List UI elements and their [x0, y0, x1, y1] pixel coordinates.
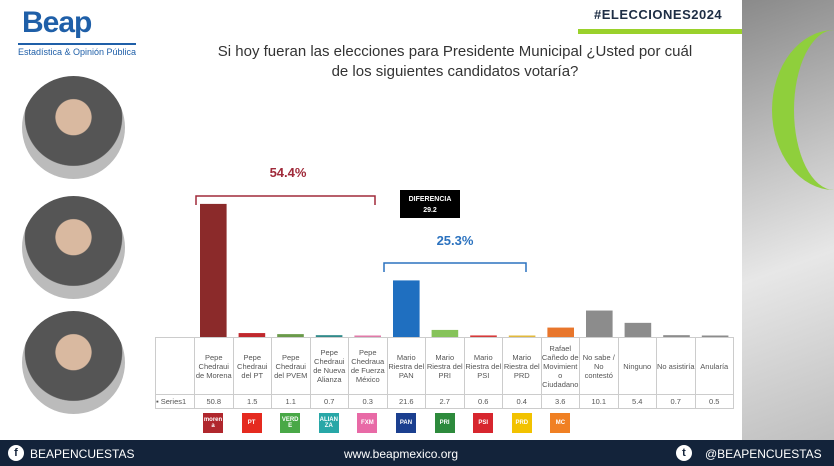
facebook-icon[interactable]: f	[8, 445, 24, 461]
series-label: ▪ Series1	[155, 394, 195, 409]
value-label: 0.5	[694, 394, 734, 409]
party-logo-pt: PT	[241, 413, 262, 433]
bar	[547, 327, 574, 337]
hashtag: #ELECCIONES2024	[594, 7, 723, 22]
twitter-handle[interactable]: @BEAPENCUESTAS	[705, 447, 822, 461]
bar	[315, 335, 343, 337]
footer: f BEAPENCUESTAS www.beapmexico.org t @BE…	[0, 440, 834, 466]
value-label: 3.6	[540, 394, 580, 409]
title-line-2: de los siguientes candidatos votaría?	[331, 63, 579, 80]
bar	[470, 335, 497, 337]
data-table: Pepe Chedraui de Morena Pepe Chedraui del…	[155, 337, 734, 409]
bar-chart: 54.4% 25.3% DIFERENCIA 29.2	[195, 165, 729, 337]
category-label: No asistiría	[656, 337, 696, 395]
candidate-photo	[22, 76, 125, 179]
party-logo-morena: morena	[203, 413, 223, 433]
party-logo-pan: PAN	[396, 413, 416, 433]
bar	[701, 335, 729, 337]
party-logo-fxm: FXM	[357, 413, 378, 433]
bracket-group2	[383, 262, 527, 272]
category-label: Pepe Chedraui del PVEM	[271, 337, 311, 395]
bar	[277, 334, 304, 337]
bar	[508, 335, 536, 337]
candidate-photo	[22, 196, 125, 299]
category-label: Pepe Chedraui de Nueva Alianza	[309, 337, 349, 395]
bar	[663, 335, 690, 337]
candidate-photo	[22, 311, 125, 414]
category-label: Rafael Cañedo de Movimiento Ciudadano	[540, 337, 580, 395]
series-name: Series1	[160, 397, 187, 406]
category-label: No sabe / No contestó	[579, 337, 619, 395]
bar	[354, 335, 381, 337]
table-corner	[155, 337, 195, 395]
category-label: Mario Riestra del PAN	[386, 337, 426, 395]
facebook-handle[interactable]: BEAPENCUESTAS	[30, 447, 135, 461]
value-label: 0.7	[656, 394, 696, 409]
bracket-group1	[195, 195, 376, 205]
annotation-group1: 54.4%	[270, 165, 307, 180]
value-label: 5.4	[617, 394, 657, 409]
difference-label: DIFERENCIA	[409, 196, 452, 203]
value-label: 0.7	[309, 394, 349, 409]
value-label: 10.1	[579, 394, 619, 409]
value-label: 1.1	[271, 394, 311, 409]
title-line-1: Si hoy fueran las elecciones para Presid…	[217, 43, 693, 60]
bar	[200, 203, 227, 337]
difference-box	[400, 190, 460, 218]
category-label: Pepe Chedraua de Fuerza México	[348, 337, 388, 395]
category-label: Pepe Chedraui de Morena	[194, 337, 234, 395]
brand-subtitle: Estadística & Opinión Pública	[18, 43, 137, 57]
difference-value: 29.2	[423, 207, 437, 214]
brand-logo: Beap	[22, 6, 92, 39]
party-logo-mc: MC	[550, 413, 571, 433]
category-label: Mario Riestra del PRI	[425, 337, 465, 395]
party-logo-psi: PSI	[473, 413, 494, 433]
value-label: 21.6	[386, 394, 426, 409]
bar	[624, 322, 652, 337]
accent-line	[578, 29, 742, 34]
twitter-icon[interactable]: t	[676, 445, 692, 461]
value-label: 2.7	[425, 394, 465, 409]
value-label: 0.4	[502, 394, 542, 409]
value-label: 50.8	[194, 394, 234, 409]
category-label: Anularía	[694, 337, 734, 395]
category-label: Ninguno	[617, 337, 657, 395]
category-label: Mario Riestra del PRD	[502, 337, 542, 395]
bar	[586, 310, 613, 337]
party-logo-verde: VERDE	[280, 413, 301, 433]
bar	[393, 280, 420, 337]
value-label: 1.5	[232, 394, 272, 409]
value-label: 0.3	[348, 394, 388, 409]
party-logo-prd: PRD	[511, 413, 532, 433]
bar	[431, 329, 459, 337]
chart-title: Si hoy fueran las elecciones para Presid…	[190, 42, 720, 82]
website-link[interactable]: www.beapmexico.org	[344, 447, 459, 461]
annotation-group2: 25.3%	[437, 233, 474, 248]
category-label: Mario Riestra del PSI	[463, 337, 503, 395]
party-logo-alianza: ALIANZA	[318, 413, 339, 433]
party-logo-pri: PRI	[434, 413, 455, 433]
bar	[238, 333, 266, 337]
category-label: Pepe Chedraui del PT	[232, 337, 272, 395]
value-label: 0.6	[463, 394, 503, 409]
